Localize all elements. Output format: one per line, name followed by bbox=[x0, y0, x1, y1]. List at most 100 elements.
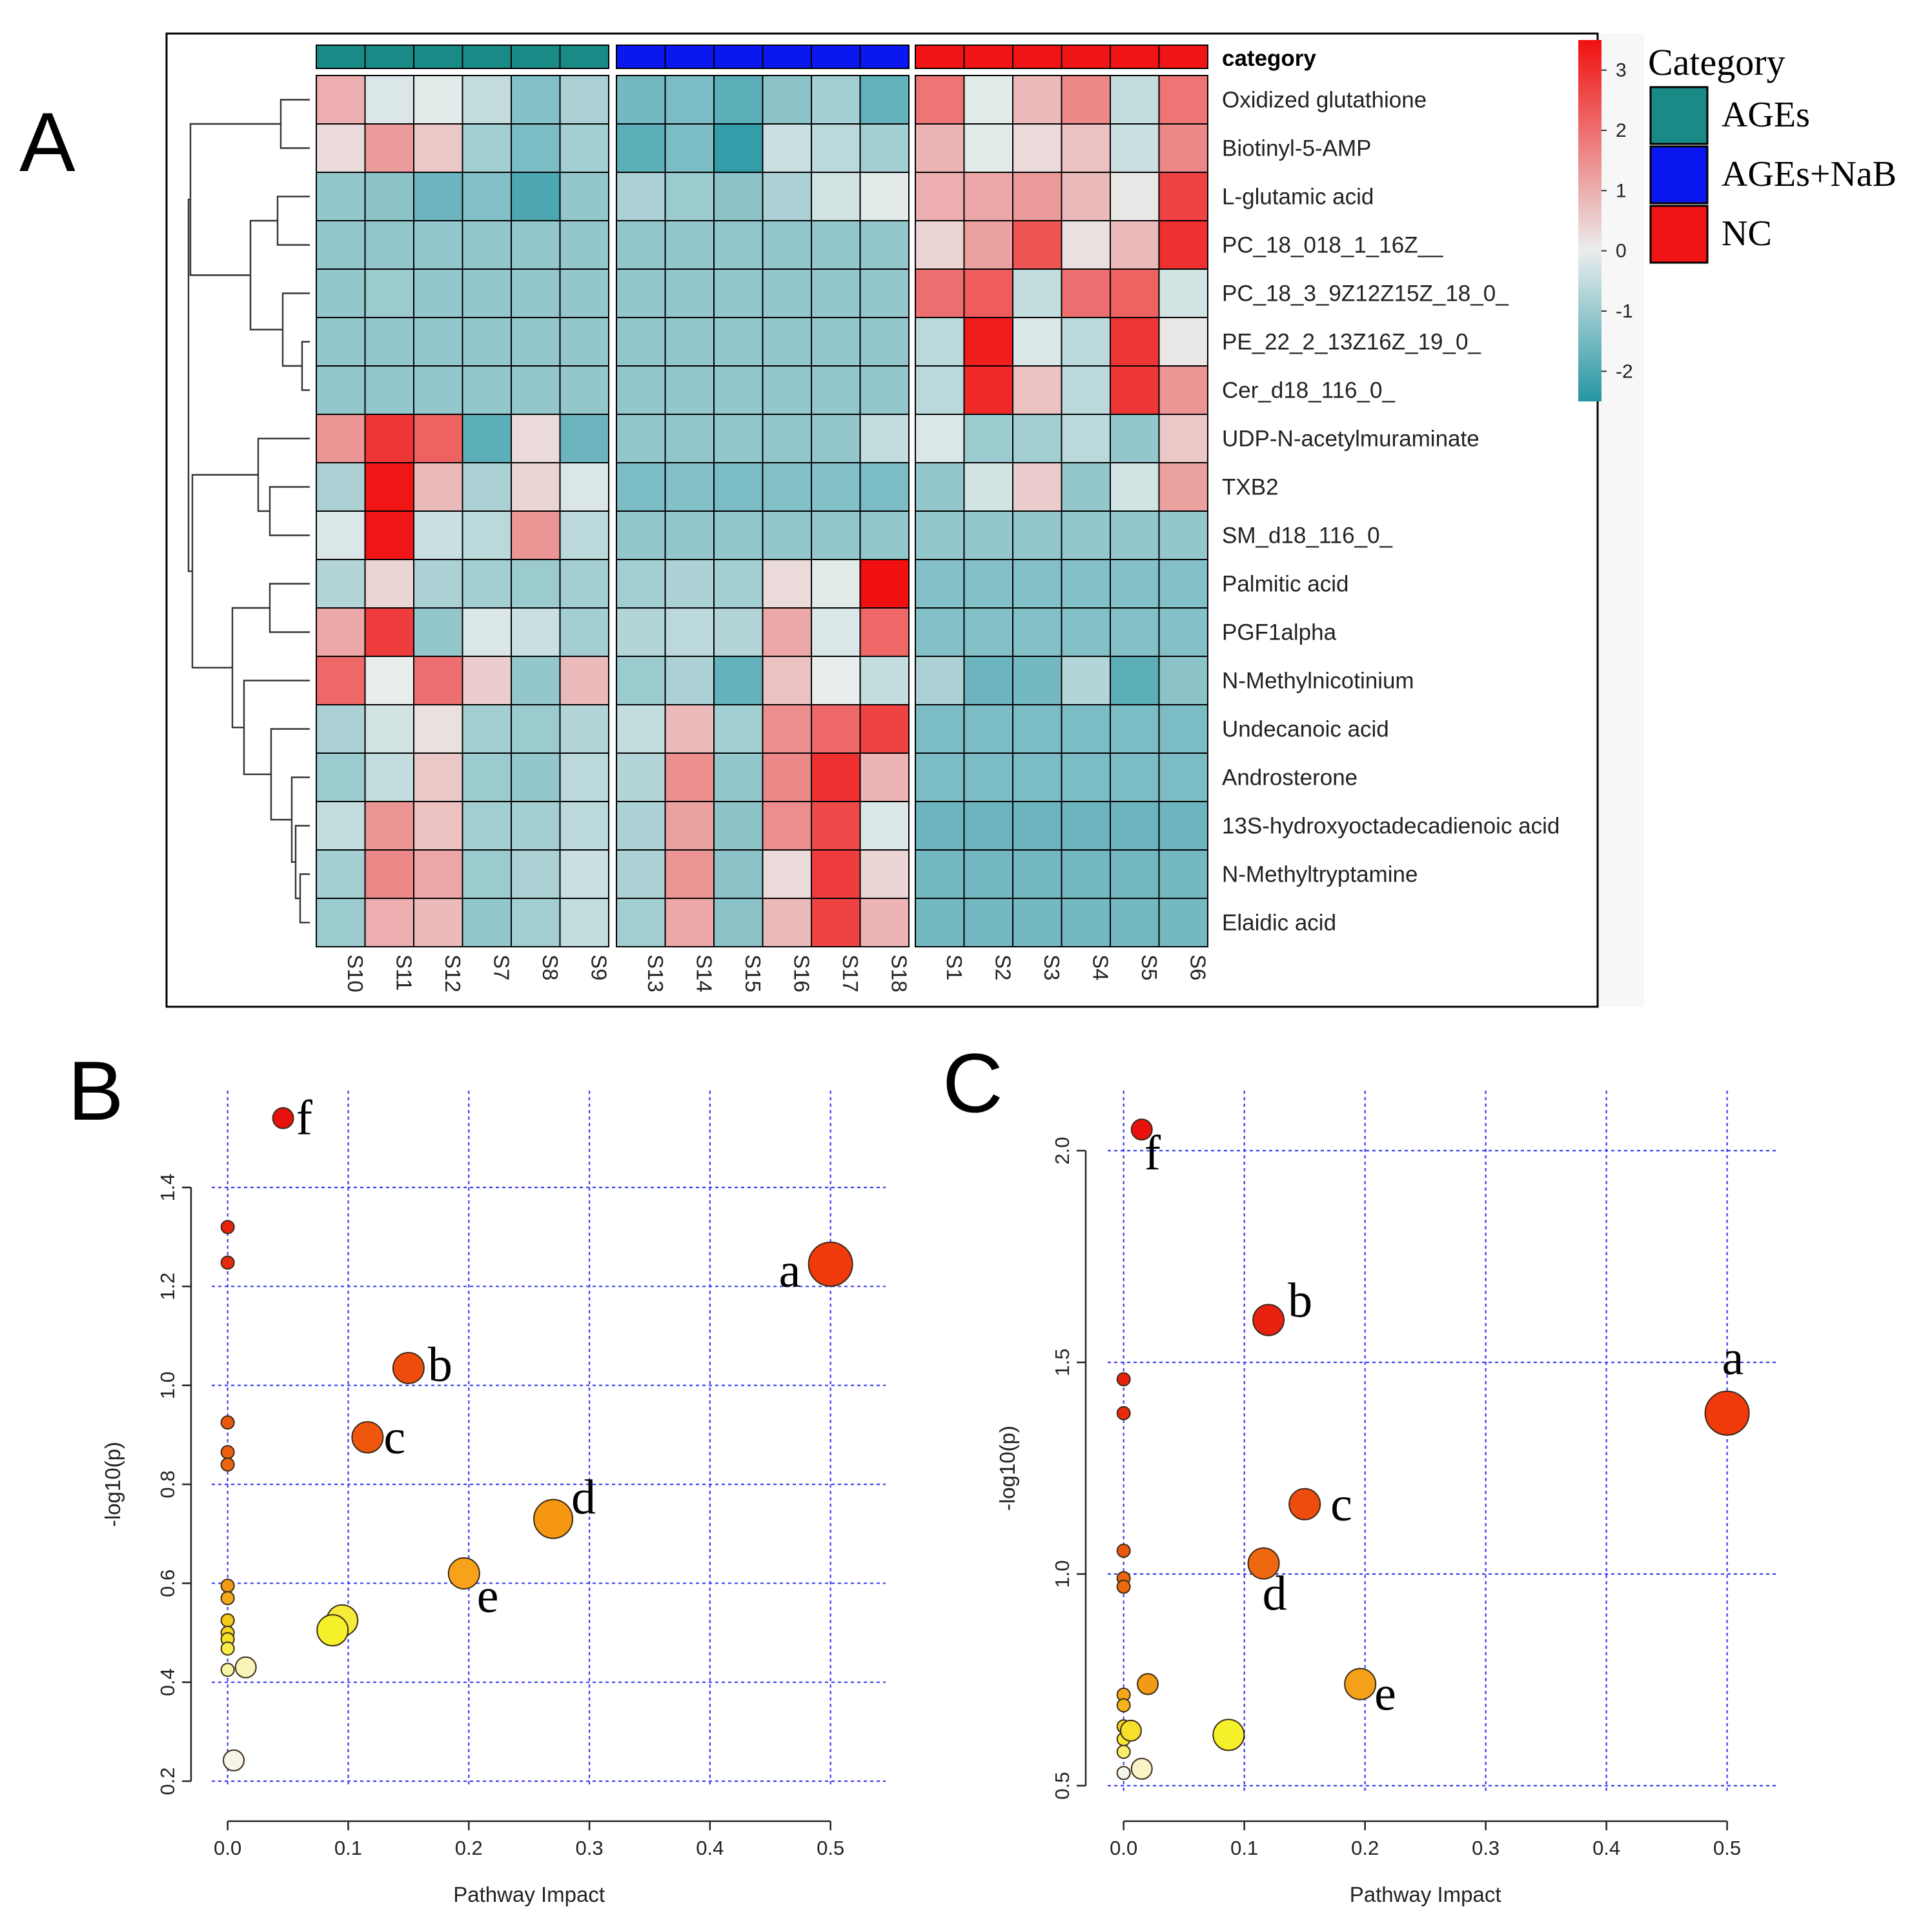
column-label: S18 bbox=[887, 954, 911, 993]
point-label-b: b bbox=[1288, 1273, 1312, 1327]
heatmap-cell bbox=[559, 752, 609, 802]
data-point bbox=[1116, 1579, 1131, 1594]
group-1: S13 S14 S15 S16 S17 S18 bbox=[616, 45, 911, 993]
row-label: N-Methyltryptamine bbox=[1222, 862, 1418, 887]
heatmap-cell bbox=[616, 559, 666, 609]
row-label: PGF1alpha bbox=[1222, 620, 1337, 645]
heatmap-cell bbox=[915, 559, 965, 609]
heatmap-cell bbox=[963, 559, 1013, 609]
heatmap-cell bbox=[364, 462, 414, 512]
heatmap-cell bbox=[316, 414, 366, 463]
heatmap-cell bbox=[364, 704, 414, 754]
data-point bbox=[220, 1255, 235, 1270]
heatmap-cell bbox=[811, 123, 861, 173]
heatmap-cell bbox=[1061, 220, 1111, 270]
heatmap-cell bbox=[713, 607, 764, 657]
heatmap-cell bbox=[859, 220, 910, 270]
category-bar-cell bbox=[811, 45, 861, 69]
category-bar-cell bbox=[559, 45, 609, 69]
point-label-e: e bbox=[477, 1569, 499, 1623]
row-label: PC_18_3_9Z12Z15Z_18_0_ bbox=[1222, 281, 1509, 307]
y-axis-label: -log10(p) bbox=[995, 1426, 1019, 1511]
heatmap-cell bbox=[762, 849, 812, 899]
heatmap-cell bbox=[915, 607, 965, 657]
heatmap-cell bbox=[559, 559, 609, 609]
heatmap-cell bbox=[364, 75, 414, 125]
heatmap-cell bbox=[364, 801, 414, 851]
heatmap-cell bbox=[1158, 704, 1208, 754]
heatmap-cell bbox=[413, 317, 463, 367]
heatmap-cell bbox=[511, 801, 561, 851]
heatmap-cell bbox=[462, 656, 512, 705]
heatmap-cell bbox=[511, 559, 561, 609]
heatmap-cell bbox=[559, 268, 609, 318]
heatmap-cell bbox=[859, 317, 910, 367]
data-point bbox=[1704, 1390, 1750, 1436]
heatmap-cell bbox=[413, 75, 463, 125]
heatmap-cell bbox=[364, 752, 414, 802]
heatmap-cell bbox=[616, 365, 666, 415]
heatmap-cell bbox=[859, 123, 910, 173]
heatmap-cell bbox=[462, 75, 512, 125]
data-point bbox=[220, 1415, 235, 1430]
heatmap-cell bbox=[364, 220, 414, 270]
data-point bbox=[1116, 1372, 1131, 1387]
legend-swatch bbox=[1649, 145, 1709, 205]
heatmap-cell bbox=[859, 268, 910, 318]
heatmap-cell bbox=[1012, 849, 1063, 899]
heatmap-cell bbox=[1061, 704, 1111, 754]
heatmap-cell bbox=[1158, 123, 1208, 173]
category-bar-cell bbox=[462, 45, 512, 69]
heatmap-cell bbox=[1110, 462, 1160, 512]
group-0: S10 S11 S12 S7 S8 S9 bbox=[316, 45, 611, 993]
point-label-a: a bbox=[1722, 1331, 1744, 1386]
heatmap-cell bbox=[559, 898, 609, 947]
column-label: S11 bbox=[392, 954, 416, 991]
data-point bbox=[1116, 1543, 1131, 1558]
category-bar-cell bbox=[1110, 45, 1160, 69]
point-label-c: c bbox=[1330, 1477, 1352, 1531]
heatmap-cell bbox=[859, 898, 910, 947]
row-dendrogram bbox=[187, 99, 310, 924]
row-label: Undecanoic acid bbox=[1222, 717, 1389, 742]
heatmap-cell bbox=[963, 317, 1013, 367]
heatmap-cell bbox=[963, 365, 1013, 415]
heatmap-cell bbox=[1061, 607, 1111, 657]
heatmap-cell bbox=[713, 849, 764, 899]
category-bar-cell bbox=[364, 45, 414, 69]
category-header: category bbox=[1222, 46, 1316, 71]
heatmap-cell bbox=[1012, 317, 1063, 367]
category-bar-cell bbox=[1158, 45, 1208, 69]
heatmap-cell bbox=[915, 172, 965, 221]
heatmap-cell bbox=[915, 123, 965, 173]
heatmap-cell bbox=[616, 317, 666, 367]
heatmap-cell bbox=[364, 656, 414, 705]
heatmap-cell bbox=[1012, 123, 1063, 173]
pathway-plot-c: C 0.5 1.0 1.5 2.0 0.0 0.1 0.2 0.3 0.4 0.5 Pathway I… bbox=[942, 1036, 1776, 1906]
heatmap-cell bbox=[1110, 268, 1160, 318]
heatmap-cell bbox=[316, 752, 366, 802]
point-label-a: a bbox=[779, 1244, 801, 1298]
heatmap-cell bbox=[1110, 510, 1160, 560]
category-bar-cell bbox=[1061, 45, 1111, 69]
heatmap-cell bbox=[1012, 220, 1063, 270]
heatmap-cell bbox=[1012, 656, 1063, 705]
x-tick-label: 0.0 bbox=[1110, 1837, 1137, 1859]
heatmap-cell bbox=[616, 849, 666, 899]
heatmap-cell bbox=[664, 656, 715, 705]
heatmap-cell bbox=[364, 849, 414, 899]
data-point bbox=[272, 1107, 294, 1129]
heatmap-cell bbox=[364, 559, 414, 609]
heatmap-cell bbox=[364, 268, 414, 318]
scale-tick-label: -1 bbox=[1616, 301, 1633, 322]
heatmap-row: Oxidized glutathione bbox=[316, 75, 1427, 125]
point-label-f: f bbox=[296, 1091, 313, 1146]
heatmap-cell bbox=[963, 220, 1013, 270]
heatmap-cell bbox=[811, 801, 861, 851]
y-tick-label: 2.0 bbox=[1051, 1136, 1073, 1164]
heatmap-cell bbox=[664, 317, 715, 367]
heatmap-cell bbox=[1061, 75, 1111, 125]
heatmap-row: PGF1alpha bbox=[316, 607, 1337, 657]
heatmap-cell bbox=[462, 849, 512, 899]
plot-grid bbox=[212, 1091, 886, 1786]
